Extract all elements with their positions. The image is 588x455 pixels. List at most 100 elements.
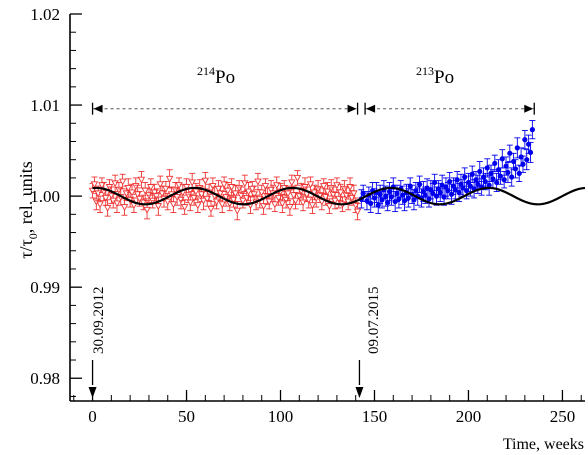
marker-triangle [209,183,217,191]
marker-triangle [143,206,151,214]
data-point [207,201,215,217]
range-arrow [364,102,535,115]
data-point [360,184,367,203]
data-point [96,195,104,213]
marker-triangle [154,203,163,211]
marker-triangle [188,179,196,187]
data-point [410,189,417,211]
po214-label-text: Po [215,67,235,88]
marker-triangle [254,178,262,186]
marker-circle [494,179,500,186]
marker-triangle [147,184,155,191]
marker-circle [430,190,436,196]
marker-circle [385,199,391,206]
marker-circle [360,190,366,196]
data-point [461,167,468,187]
marker-circle [497,173,504,179]
marker-circle [490,176,496,182]
x-tick-label: 250 [550,407,576,426]
data-point [510,152,517,171]
marker-triangle [284,190,292,198]
marker-circle [473,177,479,183]
data-point [103,199,112,217]
y-tick-label: 1.02 [30,5,60,24]
marker-circle [509,174,515,180]
marker-triangle [250,191,258,199]
marker-triangle [96,201,104,209]
marker-triangle [169,201,178,209]
marker-circle [454,177,460,183]
marker-triangle [319,183,328,191]
marker-circle [469,171,475,177]
marker-triangle [137,176,146,184]
marker-triangle [306,181,315,189]
axes-layer: 0 50 100 150 200 250 0.98 0.99 1.00 1.01 1.02 [30,5,585,426]
data-point [519,155,526,173]
marker-circle [520,161,526,167]
marker-triangle [286,204,294,211]
marker-circle [462,174,468,180]
x-tick-label: 150 [362,407,388,426]
data-point [384,193,391,212]
marker-triangle [272,182,281,190]
y-tick-label: 1.00 [30,187,60,206]
data-point [227,178,236,196]
fit-curve [92,186,586,206]
marker-circle [501,177,507,183]
marker-triangle [216,190,225,198]
marker-triangle [201,177,210,185]
marker-circle [507,150,513,156]
y-axis-label: τ/τ0, rel. units [16,161,40,258]
range-start-head [93,104,103,113]
marker-triangle [224,187,232,195]
marker-triangle [291,197,300,205]
marker-circle [413,188,419,194]
marker-circle [499,156,505,162]
y-axis-label-main: τ/τ [16,239,36,258]
series-214Po [88,169,362,221]
marker-triangle [239,197,247,205]
date-marker-arrow [355,360,364,398]
marker-circle [488,170,494,176]
marker-circle [396,196,402,202]
marker-circle [492,160,498,166]
marker-triangle [101,194,110,202]
data-point [165,169,174,189]
marker-circle [503,163,509,169]
marker-circle [447,178,453,185]
marker-triangle [141,187,149,195]
marker-circle [512,166,519,172]
marker-circle [416,181,423,187]
marker-triangle [323,188,332,196]
marker-triangle [156,181,164,189]
marker-triangle [288,179,296,187]
marker-triangle [199,197,208,205]
y-tick-label: 1.01 [30,96,60,115]
po213-label: 213Po [416,64,454,88]
po213-label-text: Po [434,67,454,88]
marker-circle [477,168,483,175]
marker-circle [484,165,490,171]
marker-circle [526,141,532,147]
marker-triangle [113,200,121,208]
data-point [323,182,332,202]
data-point [521,130,528,150]
marker-circle [475,181,481,187]
marker-triangle [218,201,227,209]
data-point [516,164,523,182]
marker-triangle [207,205,215,213]
data-point [90,176,99,193]
data-point [147,178,155,196]
marker-circle [495,167,502,173]
marker-circle [456,189,462,196]
marker-triangle [135,195,144,203]
data-point [259,197,268,215]
data-point [350,184,358,203]
marker-triangle [231,190,240,198]
marker-circle [486,182,492,188]
marker-triangle [308,202,317,210]
data-point [130,197,138,213]
marker-circle [386,188,393,195]
